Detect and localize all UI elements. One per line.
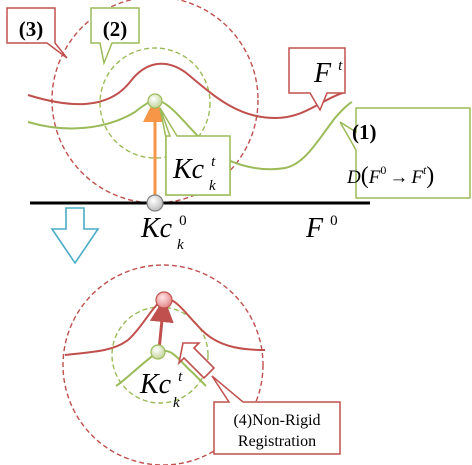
Ft-base: F (313, 58, 332, 89)
callout-2: (2) (90, 7, 140, 66)
curve-Ft (27, 62, 346, 120)
point-kc-t-top (147, 93, 163, 109)
callout-1: (1) D(F0 → Ft) (339, 107, 471, 199)
kc-top-sup: t (211, 154, 216, 170)
callout-3: (3) (6, 7, 68, 59)
search-region-circle-small (99, 47, 211, 159)
point-registered (155, 291, 173, 309)
nonrigid-line2: Registration (238, 433, 316, 450)
point-kc-0 (146, 194, 164, 212)
registration-hint-arrow (177, 342, 216, 380)
kc-bottom-label: Kc t (139, 369, 183, 400)
callout-4: (4)Non-Rigid Registration (211, 375, 341, 455)
flow-down-arrow (50, 207, 100, 265)
kc-top-sub: k (209, 178, 216, 194)
refine-circle-large (62, 264, 264, 465)
kc-top-base: Kc (172, 154, 205, 185)
callout-1-label: (1) (352, 120, 377, 144)
point-kc-t-bottom (150, 344, 166, 360)
callout-Ft: F t (288, 47, 346, 112)
kc0-sub: k (177, 237, 184, 253)
callout-kc-t-top: Kc t k (159, 107, 231, 196)
callout-3-label: (3) (19, 17, 44, 41)
svg-text:Kc t: Kc t (172, 154, 216, 185)
deformation-expression: D(F0 → Ft) (346, 163, 434, 189)
nonrigid-line1: (4)Non-Rigid (233, 412, 320, 429)
kc-bottom-sub: k (173, 395, 180, 411)
registration-arrow (149, 298, 174, 351)
svg-text:F t: F t (313, 58, 343, 89)
Ft-sup: t (338, 58, 343, 74)
curve-deformed-bottom (115, 349, 207, 387)
kc0-label: Kc 0 (140, 213, 187, 244)
callout-2-label: (2) (103, 17, 128, 41)
F0-label: F 0 (305, 213, 338, 244)
